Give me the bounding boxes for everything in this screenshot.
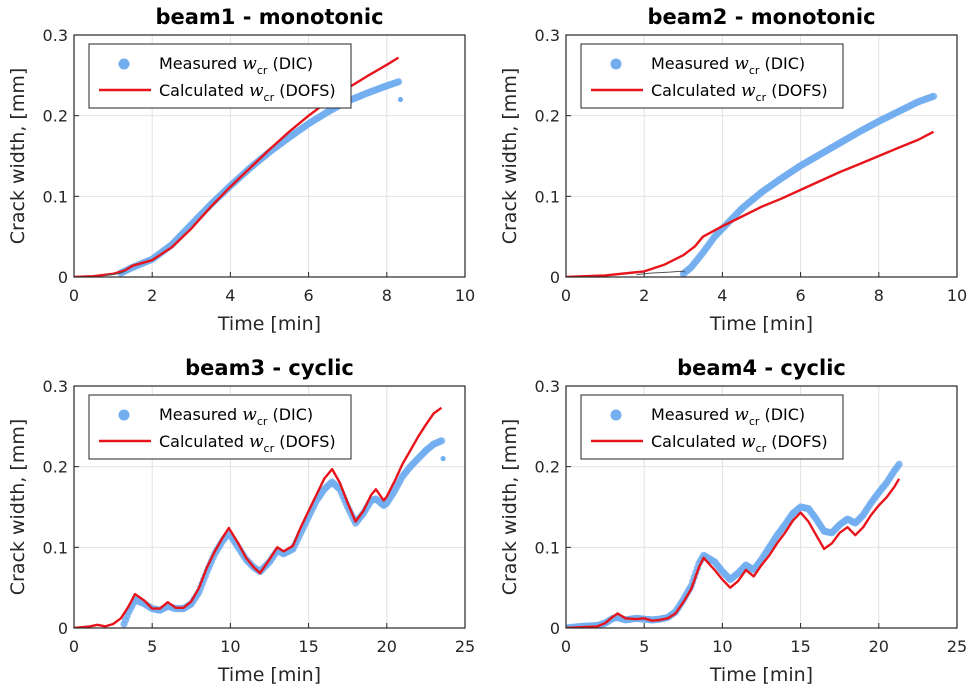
- chart-title: beam3 - cyclic: [185, 356, 354, 380]
- chart-1: 0 2 4 6 8 10 0 0.1 0.2 0.3 beam1 - monotonic Time […: [7, 5, 475, 335]
- legend-box: [580, 394, 844, 460]
- axes-box: [565, 34, 958, 278]
- chart-4: 0 5 10 15 20 25 0 0.1 0.2 0.3 beam4 - cyclic Time […: [499, 356, 967, 686]
- x-tick-label: 20: [377, 637, 397, 656]
- legend-measured-label: Measured wcr (DIC): [159, 405, 313, 428]
- x-axis-label: Time [min]: [709, 664, 813, 686]
- x-tick-label: 0: [561, 637, 571, 656]
- y-tick-label: 0.2: [535, 107, 560, 126]
- thin-series-line: [636, 270, 686, 276]
- measured-point: [437, 437, 446, 445]
- chart-2: 0 2 4 6 8 10 0 0.1 0.2 0.3 beam2 - monotonic Time […: [499, 5, 967, 335]
- x-tick-label: 0: [69, 637, 79, 656]
- y-axis-label: Crack width, [mm]: [7, 68, 29, 245]
- x-axis-label: Time [min]: [217, 313, 321, 335]
- y-axis-label: Crack width, [mm]: [7, 419, 29, 596]
- y-tick-label: 0.3: [535, 377, 560, 396]
- legend-box: [580, 43, 844, 109]
- x-tick-label: 10: [455, 286, 475, 305]
- x-tick-label: 0: [561, 286, 571, 305]
- y-axis-label: Crack width, [mm]: [499, 419, 521, 596]
- legend-measured-marker: [610, 58, 622, 70]
- y-tick-label: 0: [58, 268, 68, 287]
- x-tick-label: 15: [298, 637, 318, 656]
- y-tick-label: 0.2: [535, 458, 560, 477]
- series-group: [566, 92, 938, 277]
- axes-box: [73, 34, 466, 278]
- y-tick-label: 0.3: [535, 26, 560, 45]
- x-tick-label: 8: [874, 286, 884, 305]
- y-tick-label: 0.2: [43, 107, 68, 126]
- measured-outlier-point: [397, 96, 404, 103]
- measured-point: [895, 460, 903, 468]
- measured-outlier-point: [440, 456, 446, 462]
- x-tick-label: 10: [712, 637, 732, 656]
- x-axis-label: Time [min]: [709, 313, 813, 335]
- y-tick-label: 0: [550, 268, 560, 287]
- x-tick-label: 6: [796, 286, 806, 305]
- legend-box: [88, 43, 352, 109]
- y-tick-label: 0.1: [43, 538, 68, 557]
- x-axis-label: Time [min]: [217, 664, 321, 686]
- legend: Measured wcr (DIC) Calculated wcr (DOFS): [580, 394, 844, 460]
- series-group: [566, 460, 903, 628]
- legend-measured-marker: [610, 409, 622, 421]
- x-tick-label: 0: [69, 286, 79, 305]
- thin-series-line: [105, 270, 125, 276]
- x-tick-label: 20: [869, 637, 889, 656]
- chart-title: beam1 - monotonic: [155, 5, 383, 29]
- x-tick-label: 10: [220, 637, 240, 656]
- legend: Measured wcr (DIC) Calculated wcr (DOFS): [580, 43, 844, 109]
- chart-title: beam2 - monotonic: [647, 5, 875, 29]
- series-group: [74, 56, 404, 277]
- x-tick-label: 25: [947, 637, 967, 656]
- legend-measured-label: Measured wcr (DIC): [651, 54, 805, 77]
- x-tick-label: 15: [790, 637, 810, 656]
- y-tick-label: 0: [58, 619, 68, 638]
- x-tick-label: 4: [717, 286, 727, 305]
- legend: Measured wcr (DIC) Calculated wcr (DOFS): [88, 43, 352, 109]
- measured-point: [929, 92, 938, 100]
- legend-calculated-label: Calculated wcr (DOFS): [651, 81, 828, 104]
- x-tick-label: 25: [455, 637, 475, 656]
- x-tick-label: 6: [304, 286, 314, 305]
- calculated-series-line: [74, 406, 443, 628]
- axes-box: [565, 385, 958, 629]
- x-tick-label: 10: [947, 286, 967, 305]
- chart-title: beam4 - cyclic: [677, 356, 846, 380]
- y-tick-label: 0.1: [43, 187, 68, 206]
- legend-measured-label: Measured wcr (DIC): [159, 54, 313, 77]
- x-tick-label: 5: [639, 637, 649, 656]
- axes-box: [73, 385, 466, 629]
- legend-calculated-label: Calculated wcr (DOFS): [651, 432, 828, 455]
- measured-point: [394, 78, 403, 86]
- series-group: [74, 406, 446, 628]
- legend-measured-marker: [118, 58, 130, 70]
- y-tick-label: 0.3: [43, 377, 68, 396]
- x-tick-label: 5: [147, 637, 157, 656]
- chart-3: 0 5 10 15 20 25 0 0.1 0.2 0.3 beam3 - cyclic Time […: [7, 356, 475, 686]
- y-axis-label: Crack width, [mm]: [499, 68, 521, 245]
- legend-calculated-label: Calculated wcr (DOFS): [159, 432, 336, 455]
- legend-box: [88, 394, 352, 460]
- x-tick-label: 2: [147, 286, 157, 305]
- x-tick-label: 2: [639, 286, 649, 305]
- x-tick-label: 4: [225, 286, 235, 305]
- y-tick-label: 0: [550, 619, 560, 638]
- calculated-series-line: [566, 130, 935, 277]
- y-tick-label: 0.2: [43, 458, 68, 477]
- legend-measured-label: Measured wcr (DIC): [651, 405, 805, 428]
- legend-measured-marker: [118, 409, 130, 421]
- y-tick-label: 0.1: [535, 187, 560, 206]
- legend-calculated-label: Calculated wcr (DOFS): [159, 81, 336, 104]
- legend: Measured wcr (DIC) Calculated wcr (DOFS): [88, 394, 352, 460]
- y-tick-label: 0.1: [535, 538, 560, 557]
- y-tick-label: 0.3: [43, 26, 68, 45]
- x-tick-label: 8: [382, 286, 392, 305]
- calculated-series-line: [566, 478, 901, 628]
